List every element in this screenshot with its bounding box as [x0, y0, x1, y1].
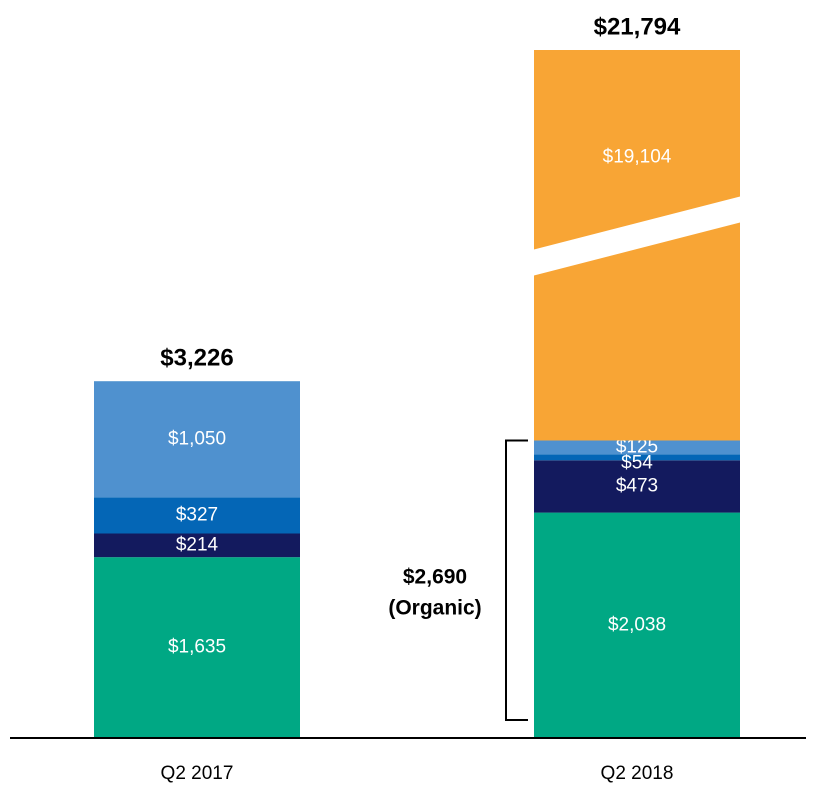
total-label: $21,794	[594, 13, 681, 40]
bracket	[505, 439, 528, 721]
bar-segment	[534, 440, 740, 455]
segment-label: $54	[621, 452, 653, 473]
bar-segment	[534, 454, 740, 461]
segment-label: $19,104	[603, 146, 672, 167]
bar-segment	[534, 460, 740, 513]
segment-label: $327	[176, 504, 218, 525]
bar-segment	[534, 512, 740, 738]
bar-segment	[94, 497, 300, 534]
category-label: Q2 2018	[601, 763, 674, 784]
total-label: $3,226	[160, 345, 233, 372]
segment-label: $125	[616, 436, 658, 457]
segment-label: $1,635	[168, 637, 226, 658]
axis-break	[532, 196, 742, 276]
segment-label: $1,050	[168, 428, 226, 449]
segment-label: $473	[616, 475, 658, 496]
segment-label: $214	[176, 534, 219, 555]
bar-segment	[94, 557, 300, 738]
segment-label: $2,038	[608, 614, 666, 635]
annotation-text: $2,690	[403, 566, 467, 589]
annotation-text: (Organic)	[388, 597, 481, 620]
bar-segment	[94, 533, 300, 558]
bar-segment	[94, 381, 300, 498]
category-label: Q2 2017	[161, 763, 234, 784]
